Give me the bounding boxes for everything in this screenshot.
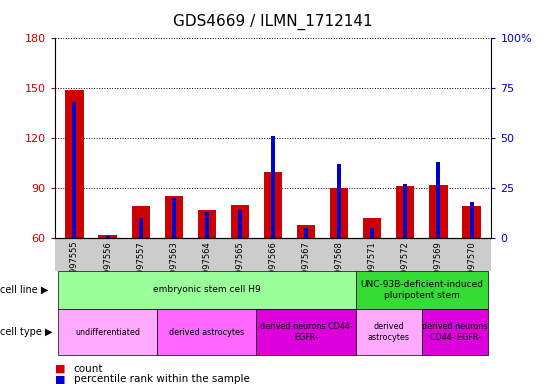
Text: ■: ■ xyxy=(55,374,65,384)
Bar xyxy=(73,102,76,238)
Text: GDS4669 / ILMN_1712141: GDS4669 / ILMN_1712141 xyxy=(173,13,373,30)
Bar xyxy=(238,210,242,238)
Text: derived astrocytes: derived astrocytes xyxy=(169,328,245,337)
Text: UNC-93B-deficient-induced
pluripotent stem: UNC-93B-deficient-induced pluripotent st… xyxy=(360,280,483,300)
Bar xyxy=(396,187,414,338)
Bar xyxy=(198,210,216,338)
Bar xyxy=(105,236,110,238)
Text: ■: ■ xyxy=(55,364,65,374)
Text: percentile rank within the sample: percentile rank within the sample xyxy=(74,374,250,384)
Bar xyxy=(297,225,315,338)
Text: embryonic stem cell H9: embryonic stem cell H9 xyxy=(153,285,260,295)
Text: derived
astrocytes: derived astrocytes xyxy=(368,323,410,342)
Bar xyxy=(470,202,473,238)
Bar xyxy=(132,207,150,338)
Bar xyxy=(271,136,275,238)
Text: cell line ▶: cell line ▶ xyxy=(0,285,49,295)
Bar xyxy=(172,198,176,238)
Bar xyxy=(304,228,308,238)
Bar xyxy=(231,205,249,338)
Bar xyxy=(165,197,183,338)
Bar xyxy=(66,90,84,338)
Text: derived neurons
CD44- EGFR-: derived neurons CD44- EGFR- xyxy=(422,323,488,342)
Bar xyxy=(462,207,480,338)
Text: undifferentiated: undifferentiated xyxy=(75,328,140,337)
Bar xyxy=(337,164,341,238)
Bar xyxy=(403,184,407,238)
Text: count: count xyxy=(74,364,103,374)
Bar xyxy=(205,212,209,238)
Text: cell type ▶: cell type ▶ xyxy=(0,327,52,337)
Bar xyxy=(363,218,381,338)
Text: derived neurons CD44-
EGFR-: derived neurons CD44- EGFR- xyxy=(260,323,352,342)
Bar xyxy=(370,228,374,238)
Bar xyxy=(429,185,448,338)
Bar xyxy=(98,235,117,338)
Bar xyxy=(139,218,143,238)
Bar xyxy=(436,162,441,238)
Bar xyxy=(264,172,282,338)
Bar xyxy=(330,188,348,338)
